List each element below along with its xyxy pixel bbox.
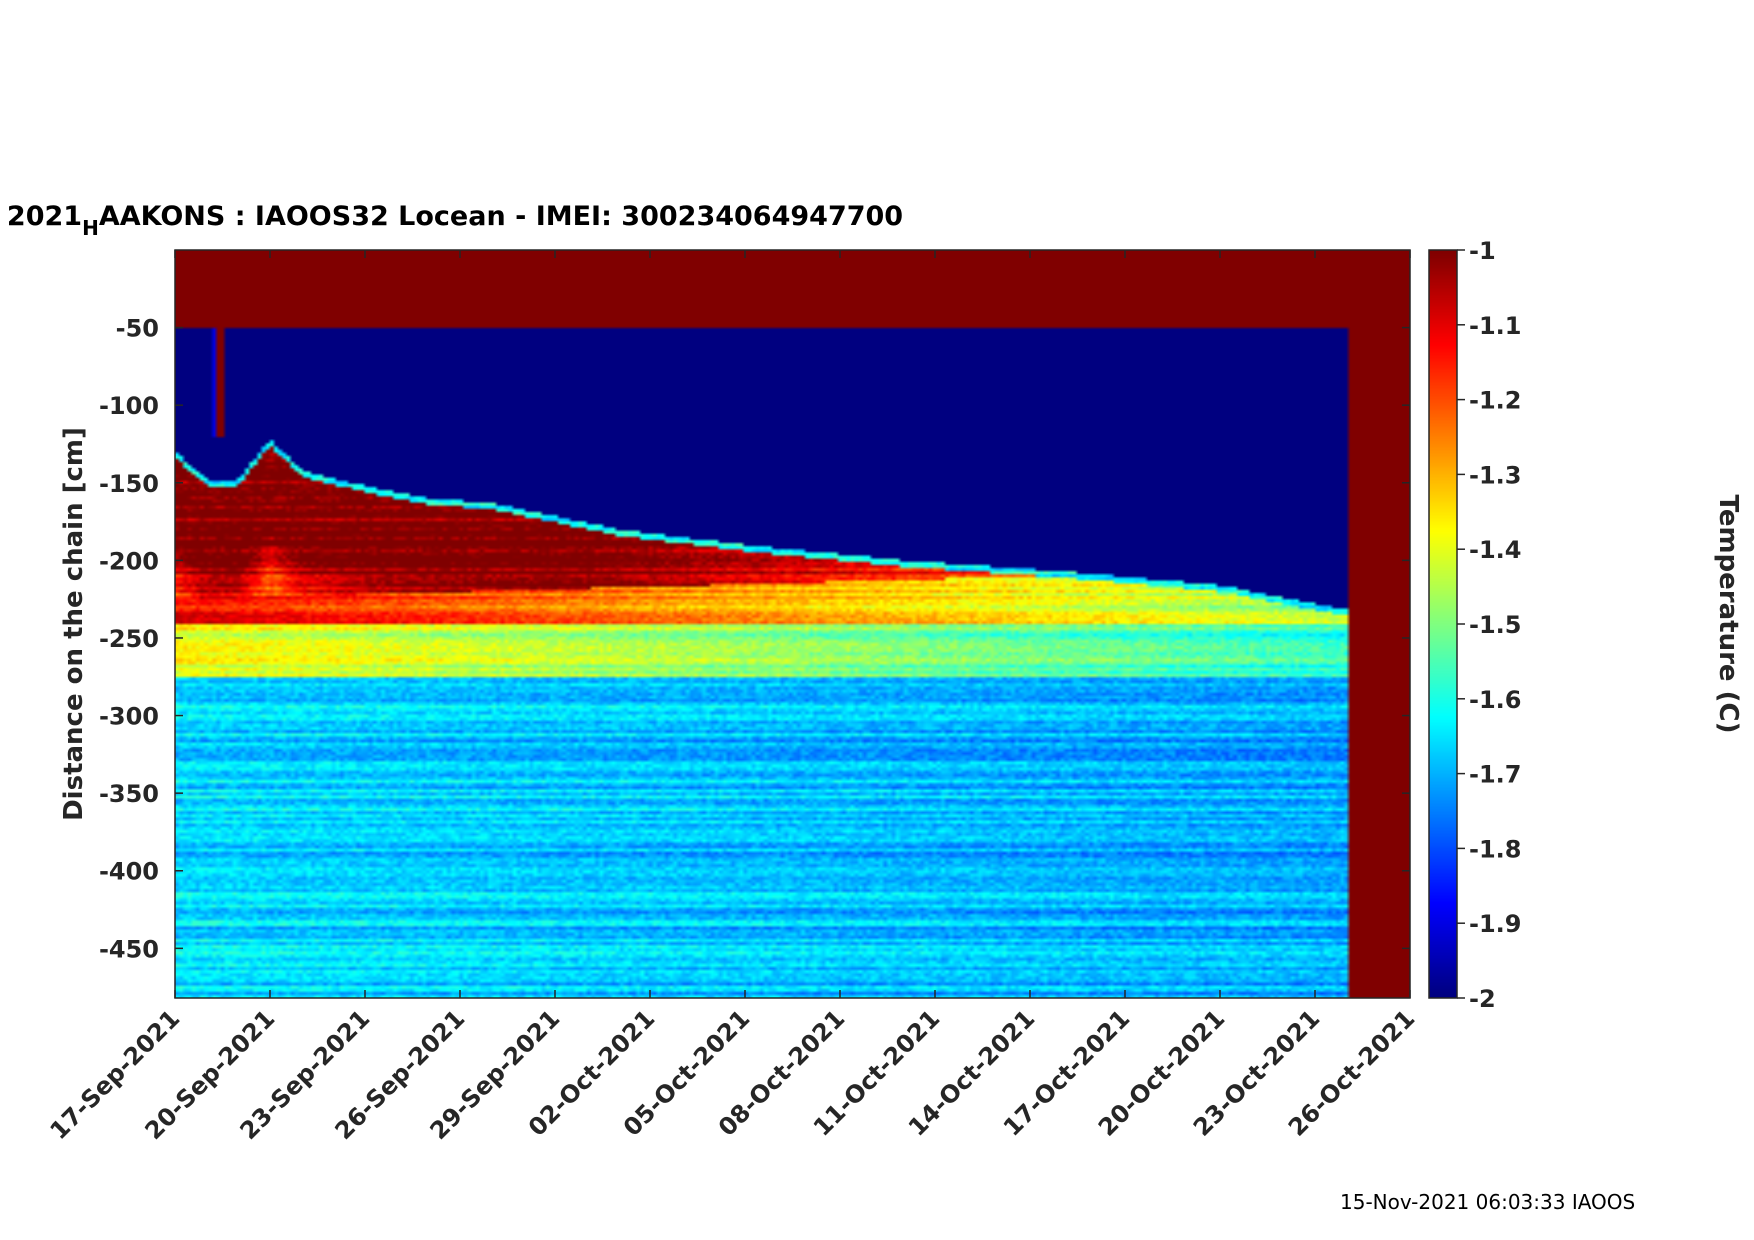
y-axis-label: Distance on the chain [cm]	[59, 427, 89, 821]
colorbar-tick-label: -1.2	[1469, 387, 1521, 415]
chart-title: 2021HAAKONS : IAOOS32 Locean - IMEI: 300…	[7, 201, 903, 240]
colorbar-tick-label: -1.4	[1469, 536, 1521, 564]
chart-title-subscript: H	[82, 216, 99, 240]
y-tick-label: -250	[99, 625, 159, 653]
plot-area	[174, 249, 1411, 999]
colorbar-tick-label: -2	[1469, 985, 1496, 1013]
colorbar-label: Temperature (C)	[1713, 495, 1743, 734]
colorbar-tick-label: -1.7	[1469, 761, 1521, 789]
colorbar-tick-label: -1.9	[1469, 910, 1521, 938]
chart-title-year: 2021	[7, 201, 82, 232]
y-tick-label: -200	[99, 547, 159, 575]
heatmap-cells	[175, 250, 1410, 998]
y-tick-label: -50	[116, 315, 159, 343]
colorbar-tick-label: -1.8	[1469, 835, 1521, 863]
y-tick-label: -300	[99, 703, 159, 731]
y-tick-label: -150	[99, 470, 159, 498]
chart-title-rest: AAKONS : IAOOS32 Locean - IMEI: 30023406…	[99, 201, 903, 232]
timestamp-footer: 15-Nov-2021 06:03:33 IAOOS	[1340, 1190, 1636, 1214]
y-axis: -50 -100 -150 -200 -250 -300 -350 -400 -450	[99, 315, 1410, 963]
y-tick-label: -350	[99, 780, 159, 808]
colorbar-tick-label: -1.1	[1469, 312, 1521, 340]
colorbar-tick-label: -1.3	[1469, 461, 1521, 489]
plot-frame	[174, 249, 1411, 999]
y-tick-label: -100	[99, 392, 159, 420]
colorbar-gradient	[1429, 250, 1457, 998]
y-tick-label: -450	[99, 935, 159, 963]
colorbar-tick-label: -1.6	[1469, 686, 1521, 714]
y-tick-label: -400	[99, 858, 159, 886]
colorbar-tick-label: -1.5	[1469, 611, 1521, 639]
colorbar: -1 -1.1 -1.2 -1.3 -1.4 -1.5 -1.6 -1.7 -1.8 -1.9 -2	[1428, 237, 1521, 1013]
colorbar-tick-label: -1	[1469, 237, 1496, 265]
